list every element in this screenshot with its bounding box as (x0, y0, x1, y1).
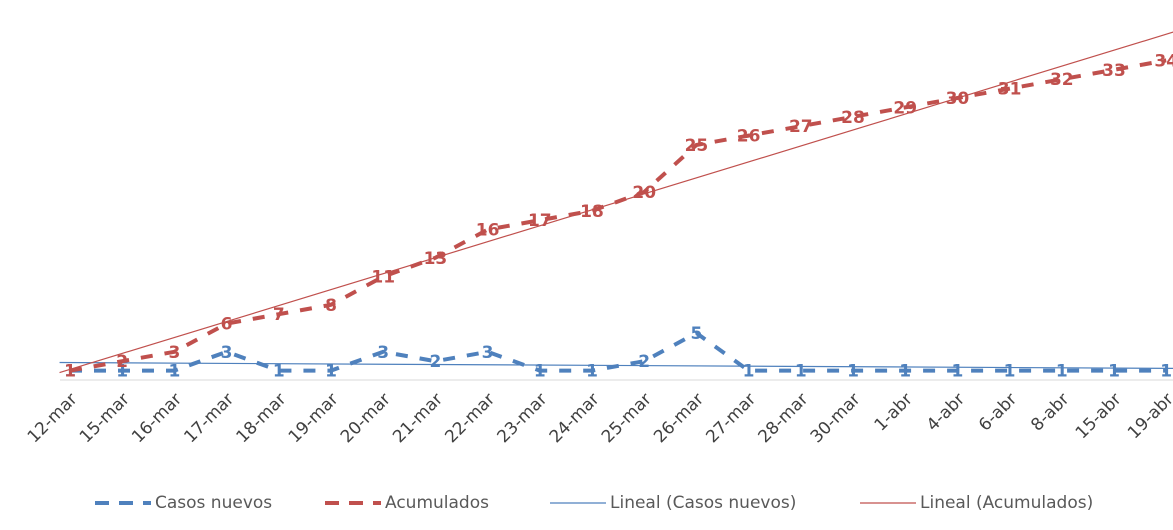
data-label: 8 (325, 296, 337, 316)
x-tick-label: 17-mar (180, 389, 238, 447)
x-tick-label: 25-mar (598, 389, 656, 447)
data-label: 1 (795, 362, 807, 382)
legend-label: Lineal (Acumulados) (920, 493, 1093, 513)
x-tick-label: 1-abr (871, 389, 917, 435)
legend-item: Lineal (Casos nuevos) (550, 493, 796, 513)
x-tick-label: 16-mar (128, 389, 186, 447)
data-label: 7 (273, 305, 285, 325)
data-label: 1 (64, 362, 76, 382)
x-tick-label: 12-mar (24, 389, 82, 447)
legend-label: Acumulados (385, 493, 489, 513)
data-label: 20 (632, 183, 656, 203)
x-tick-label: 6-abr (975, 389, 1021, 435)
x-tick-label: 21-mar (389, 389, 447, 447)
x-tick-label: 15-mar (76, 389, 134, 447)
series-line-casos-nuevos (70, 331, 1167, 373)
x-tick-label: 18-mar (233, 389, 291, 447)
x-tick-label: 23-mar (494, 389, 552, 447)
data-label: 27 (789, 117, 813, 137)
data-label: 1 (64, 362, 76, 382)
legend-item: Lineal (Acumulados) (860, 493, 1093, 513)
legend: Casos nuevos Acumulados Lineal (Casos nuev… (95, 493, 1093, 513)
x-tick-label: 27-mar (702, 389, 760, 447)
data-label: 33 (1102, 61, 1126, 81)
data-label: 34 (1154, 51, 1173, 71)
data-label: 1 (1004, 362, 1016, 382)
x-tick-label: 22-mar (441, 389, 499, 447)
data-label: 32 (1050, 70, 1074, 90)
data-label: 1 (273, 362, 285, 382)
data-label: 1 (168, 362, 180, 382)
x-tick-label: 20-mar (337, 389, 395, 447)
data-label: 1 (847, 362, 859, 382)
x-tick-label: 26-mar (650, 389, 708, 447)
data-label: 31 (998, 80, 1022, 100)
data-label: 1 (116, 362, 128, 382)
x-tick-label: 19-abr (1124, 389, 1173, 443)
data-label: 1 (534, 362, 546, 382)
legend-item: Acumulados (325, 493, 489, 513)
data-label: 26 (737, 127, 761, 147)
data-label: 11 (371, 268, 395, 288)
data-label: 1 (1108, 362, 1120, 382)
legend-label: Casos nuevos (155, 493, 272, 513)
x-tick-label: 19-mar (285, 389, 343, 447)
data-label: 3 (377, 343, 389, 363)
x-tick-label: 28-mar (755, 389, 813, 447)
data-label: 6 (221, 315, 233, 335)
data-label: 25 (685, 136, 709, 156)
data-label: 1 (899, 362, 911, 382)
data-label: 1 (1160, 362, 1172, 382)
data-label: 1 (1056, 362, 1068, 382)
data-label: 1 (951, 362, 963, 382)
data-label: 3 (168, 343, 180, 363)
legend-item: Casos nuevos (95, 493, 272, 513)
data-label: 2 (429, 352, 441, 372)
x-tick-label: 24-mar (546, 389, 604, 447)
data-label: 18 (580, 202, 604, 222)
data-label: 2 (116, 352, 128, 372)
x-tick-label: 8-abr (1027, 389, 1073, 435)
data-label: 17 (528, 211, 552, 231)
data-label: 1 (325, 362, 337, 382)
x-tick-label: 4-abr (923, 389, 969, 435)
series-line-acumulados (69, 58, 1167, 373)
data-label: 28 (841, 108, 865, 128)
x-tick-labels: 12-mar15-mar16-mar17-mar18-mar19-mar20-m… (24, 389, 1173, 447)
data-label: 3 (221, 343, 233, 363)
series-lines (69, 58, 1167, 373)
data-label: 2 (638, 352, 650, 372)
data-label: 1 (743, 362, 755, 382)
trendline-casos-nuevos (59, 361, 1173, 370)
data-label: 13 (424, 249, 448, 269)
data-label: 3 (482, 343, 494, 363)
data-label: 1 (586, 362, 598, 382)
legend-label: Lineal (Casos nuevos) (610, 493, 796, 513)
x-tick-label: 15-abr (1072, 389, 1126, 443)
x-tick-label: 30-mar (807, 389, 865, 447)
data-label: 16 (476, 221, 500, 241)
data-label: 5 (690, 324, 702, 344)
data-label: 30 (946, 89, 970, 109)
data-label: 29 (893, 98, 917, 118)
